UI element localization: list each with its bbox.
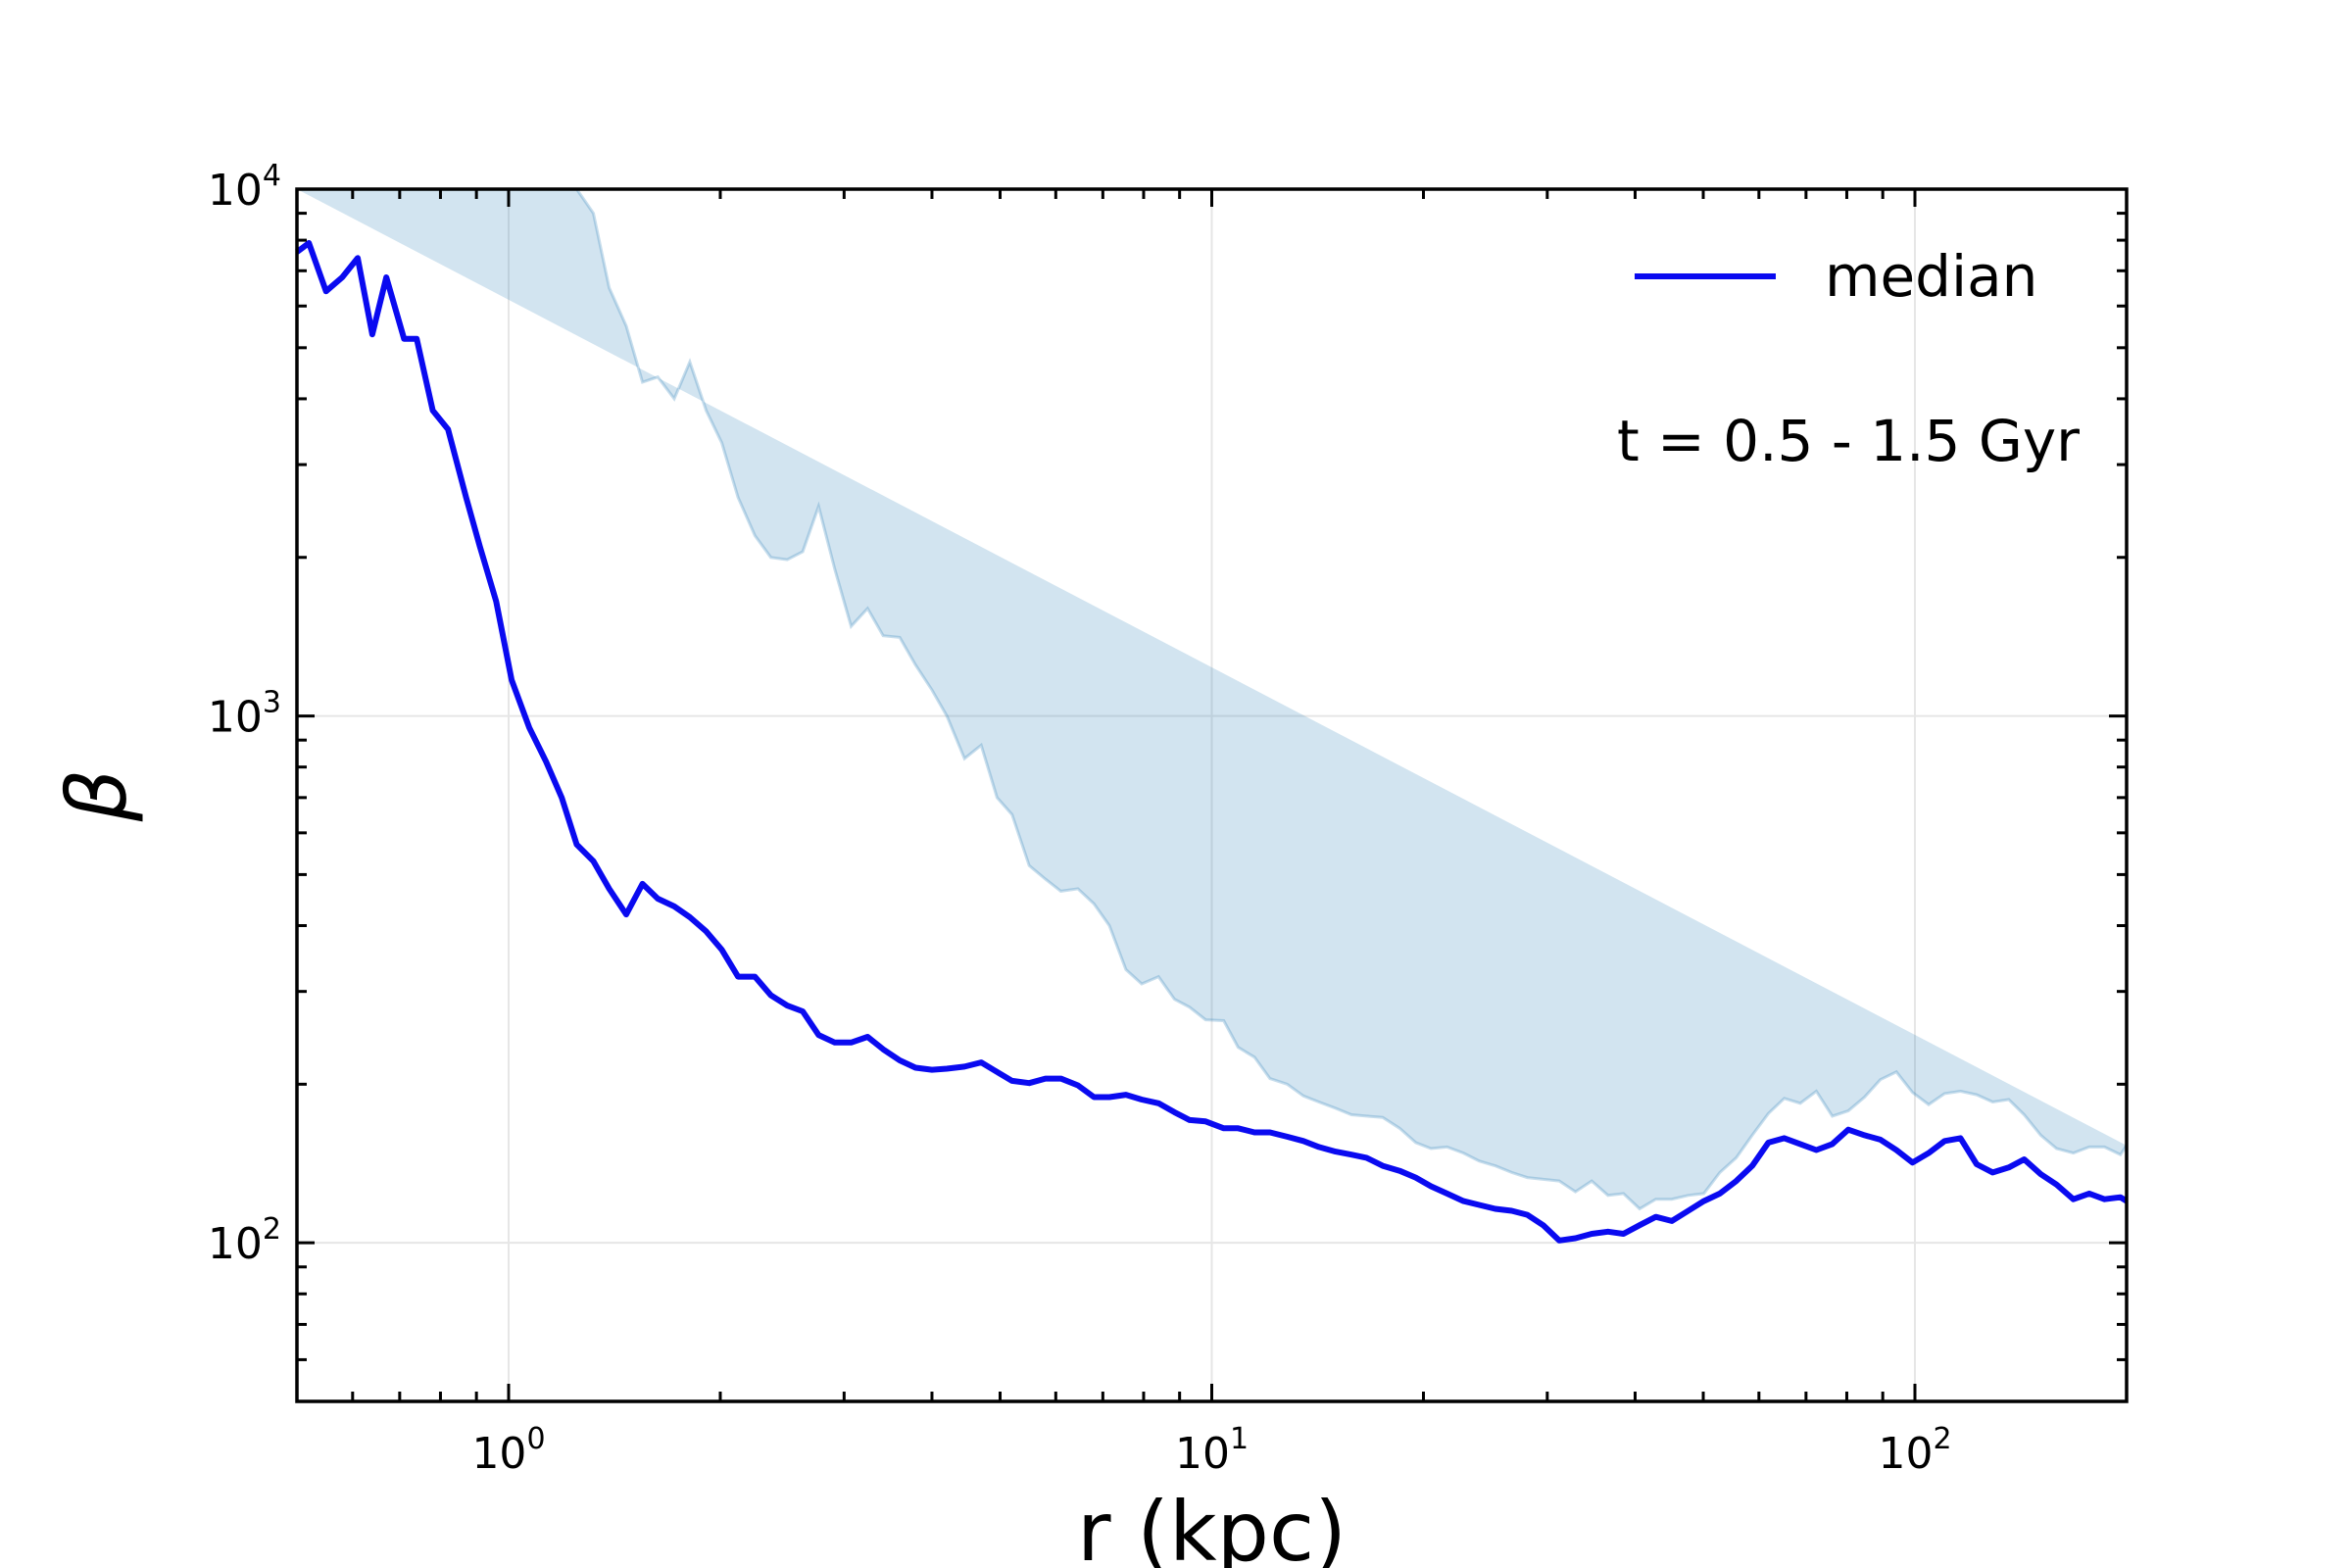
y-axis-label: β	[49, 769, 145, 823]
axis-ticks: 100 101 102 102 103 104	[208, 159, 2129, 1479]
y-tick-label: 102	[208, 1212, 281, 1269]
x-axis-label: r (kpc)	[1077, 1484, 1347, 1568]
plot-frame	[295, 187, 2129, 1403]
y-tick-label: 103	[208, 686, 281, 743]
legend-label-median: median	[1825, 243, 2037, 310]
time-range-annotation: t = 0.5 - 1.5 Gyr	[1617, 408, 2080, 474]
median-line	[295, 240, 2129, 1244]
x-tick-label: 102	[1878, 1422, 1951, 1479]
legend: median	[1635, 243, 2037, 310]
y-tick-label: 104	[208, 159, 281, 216]
percentile-band	[297, 187, 2129, 1211]
x-tick-label: 101	[1175, 1422, 1249, 1479]
x-tick-label: 100	[471, 1422, 545, 1479]
